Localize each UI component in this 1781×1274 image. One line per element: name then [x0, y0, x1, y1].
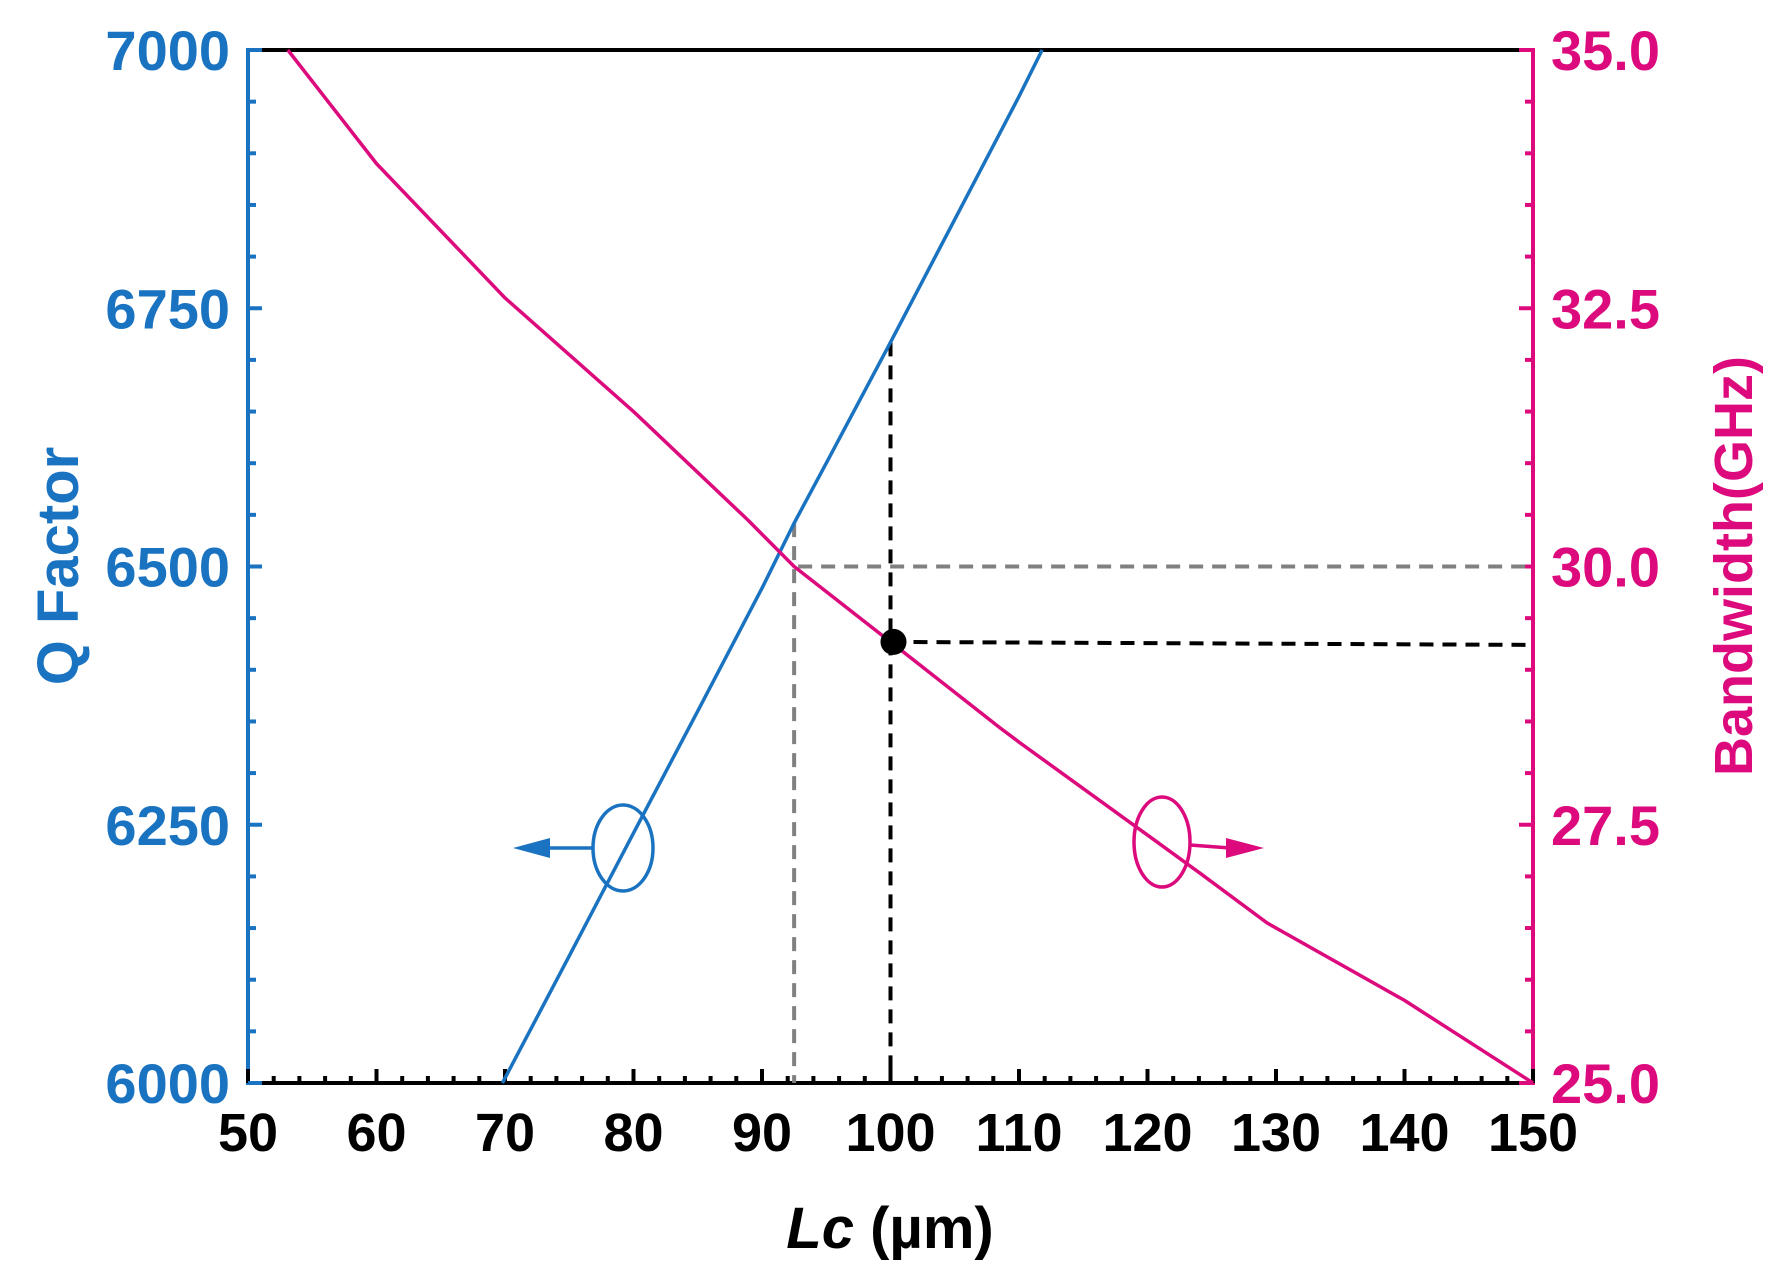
x-tick-label: 60 — [346, 1103, 406, 1163]
arrow-right-icon — [1226, 838, 1264, 858]
guide-lines — [792, 342, 1534, 1083]
highlight-dot — [880, 628, 907, 655]
x-tick-label: 50 — [218, 1103, 278, 1163]
x-tick-label: 120 — [1102, 1103, 1192, 1163]
y-right-tick-label: 32.5 — [1551, 277, 1660, 340]
q-factor-line — [500, 49, 1044, 1084]
bandwidth-ellipse — [1132, 795, 1192, 889]
tick-labels: 50 60 70 80 90 100 110 120 130 140 150 6000 6250 6500… — [105, 19, 1660, 1163]
x-tick-label: 90 — [732, 1103, 792, 1163]
y-right-tick-label: 35.0 — [1551, 19, 1660, 82]
y-right-tick-label: 27.5 — [1551, 794, 1660, 857]
bandwidth-arrow-shaft — [1189, 843, 1231, 850]
data-series — [286, 48, 1534, 1085]
bandwidth-line — [286, 48, 1534, 1085]
y-axis-left-title: Q Factor — [26, 447, 91, 686]
y-left-tick-label: 7000 — [105, 19, 230, 82]
axis-ticks — [246, 48, 1535, 1085]
y-axis-right-title: Bandwidth(GHz) — [1704, 356, 1764, 776]
x-tick-label: 140 — [1359, 1103, 1449, 1163]
x-axis-title: Lc (µm) — [786, 1196, 993, 1261]
y-right-tick-label: 25.0 — [1551, 1052, 1660, 1115]
x-tick-label: 110 — [975, 1103, 1062, 1163]
x-tick-label: 80 — [603, 1103, 663, 1163]
y-right-tick-label: 30.0 — [1551, 536, 1660, 599]
y-left-tick-label: 6750 — [105, 277, 230, 340]
y-left-tick-label: 6000 — [105, 1052, 230, 1115]
x-tick-label: 130 — [1231, 1103, 1321, 1163]
x-tick-label: 150 — [1488, 1103, 1578, 1163]
y-left-tick-label: 6500 — [105, 536, 230, 599]
y-left-tick-label: 6250 — [105, 794, 230, 857]
x-axis-title-unit: (µm) — [854, 1196, 994, 1261]
x-tick-label: 70 — [475, 1103, 535, 1163]
annotations — [513, 628, 1264, 893]
black-dashed-horizontal — [890, 639, 1534, 647]
q-factor-ellipse — [591, 803, 655, 893]
x-tick-label: 100 — [845, 1103, 935, 1163]
x-axis-title-variable: Lc — [786, 1196, 854, 1261]
arrow-left-icon — [513, 838, 550, 858]
